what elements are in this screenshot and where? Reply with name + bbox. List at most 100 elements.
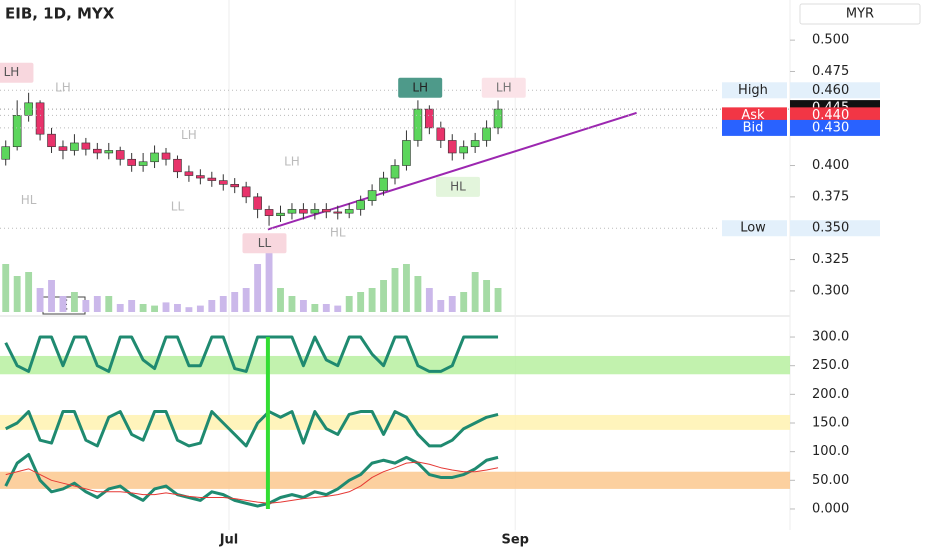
price-label-name-box <box>722 220 787 237</box>
volume-bar <box>162 302 170 312</box>
price-label-name: Ask <box>741 108 765 123</box>
candle-body <box>93 148 102 154</box>
candle-body <box>344 209 354 214</box>
candle-body <box>413 108 423 141</box>
volume-bar <box>277 288 284 312</box>
candle-body <box>1 146 11 160</box>
y-tick-label: 0.500 <box>812 33 849 48</box>
oscillator-line <box>4 335 499 373</box>
candle-body <box>299 209 308 214</box>
volume-bar <box>403 264 410 312</box>
price-label-name-box <box>722 107 787 124</box>
price-label-value: 0.430 <box>812 120 849 135</box>
volume-bar <box>391 268 399 312</box>
volume-bar <box>448 296 456 312</box>
price-label-value: 0.460 <box>812 83 849 98</box>
volume-bar <box>2 264 10 312</box>
y-tick-label: 150.0 <box>812 416 849 431</box>
annotation-box <box>435 176 480 197</box>
volume-bar <box>254 264 262 312</box>
candle-body <box>493 108 503 129</box>
volume-bar <box>299 300 307 312</box>
candle-body <box>230 184 240 188</box>
volume-bar <box>494 288 502 312</box>
candle-body <box>390 165 400 179</box>
volume-bar <box>48 280 55 312</box>
x-tick-label: Sep <box>501 533 529 548</box>
annotation: LL <box>171 199 185 213</box>
volume-bar <box>334 305 342 312</box>
oscillator-line <box>5 461 499 504</box>
annotation: HL <box>21 193 37 207</box>
candle-body <box>35 102 45 135</box>
price-label-value-box <box>790 82 880 99</box>
volume-bar <box>219 296 227 312</box>
candle-body <box>310 209 320 214</box>
annotation: LH <box>4 65 20 79</box>
candle-body <box>482 127 491 141</box>
annotation-box <box>398 77 443 98</box>
candle-body <box>436 127 446 141</box>
candle-body <box>253 196 262 210</box>
candle-body <box>207 177 217 181</box>
price-label-value-box <box>790 119 880 136</box>
price-label-name: Bid <box>743 120 764 135</box>
volume-bar <box>414 276 422 312</box>
volume-bar <box>93 296 101 312</box>
candle-body <box>47 133 56 148</box>
annotation: LH <box>55 80 71 94</box>
candle-body <box>138 161 148 166</box>
volume-bar <box>288 296 296 312</box>
volume-bar <box>460 292 468 312</box>
y-tick-label: 250.0 <box>812 358 849 373</box>
volume-bar <box>36 288 44 312</box>
candle-body <box>184 171 194 176</box>
volume-bar <box>196 305 204 312</box>
candle-body <box>127 158 136 166</box>
candle-body <box>264 209 274 216</box>
candle-body <box>459 146 469 154</box>
volume-bar <box>59 296 67 312</box>
volume-bar <box>105 296 113 312</box>
candle-body <box>150 152 159 163</box>
volume-bar <box>231 292 239 312</box>
candle-body <box>470 140 480 148</box>
candle-body <box>367 190 377 201</box>
candle-body <box>58 146 68 151</box>
chart-title: EIB, 1D, MYX <box>5 5 115 23</box>
band <box>0 414 790 430</box>
currency[interactable]: MYR <box>846 7 874 22</box>
volume-bar <box>265 240 273 312</box>
price-label-name: Low <box>740 221 766 236</box>
annotation: HL <box>330 226 346 240</box>
volume-bar <box>116 304 124 312</box>
volume-bar <box>185 307 193 312</box>
candle-body <box>276 212 285 216</box>
volume-bar <box>311 304 319 312</box>
price-label-name-box <box>722 82 787 99</box>
annotation-box <box>242 233 287 254</box>
candle-body <box>287 209 297 214</box>
y-tick-label: 0.475 <box>812 64 849 79</box>
price-label-value: 0.350 <box>812 221 849 236</box>
candle-body <box>104 150 114 154</box>
volume-bar <box>242 288 250 312</box>
y-tick-label: 0.325 <box>812 252 849 267</box>
price-label-name: High <box>738 83 768 98</box>
candle-body <box>12 115 22 148</box>
candle-body <box>379 177 388 191</box>
annotation: HL <box>450 179 466 193</box>
volume-bar <box>139 304 147 312</box>
band <box>0 355 790 375</box>
volume-bar <box>425 288 433 312</box>
currency-box[interactable] <box>799 3 921 25</box>
volume-bar <box>357 292 365 312</box>
y-tick-label: 0.375 <box>812 189 849 204</box>
candle-body <box>425 108 434 129</box>
y-tick-label: 50.00 <box>812 473 849 488</box>
candle-body <box>70 142 79 151</box>
annotation: LH <box>181 128 197 142</box>
oscillator-line <box>5 410 499 448</box>
volume-bar <box>70 292 78 312</box>
